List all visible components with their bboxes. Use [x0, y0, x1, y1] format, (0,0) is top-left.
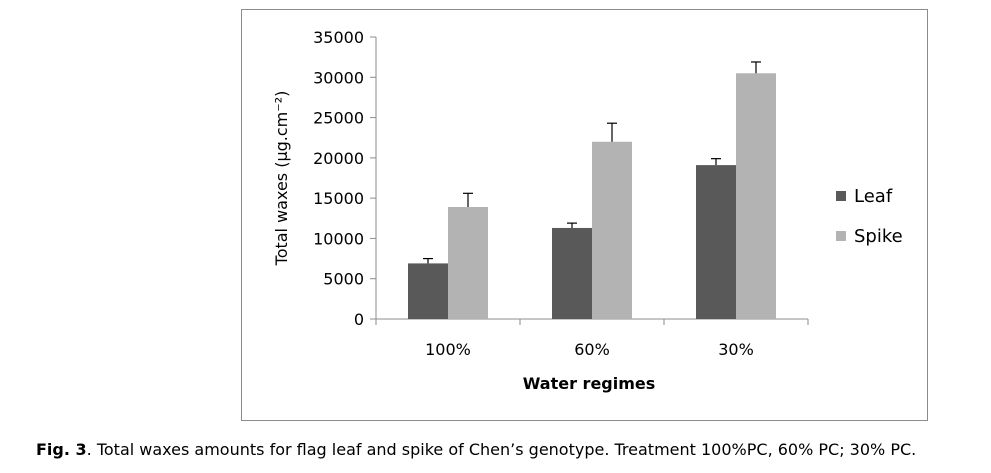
caption-label: Fig. 3 — [36, 440, 87, 459]
x-tick-label: 30% — [718, 340, 754, 359]
figure-caption: Fig. 3. Total waxes amounts for flag lea… — [36, 440, 986, 459]
legend-label-spike: Spike — [854, 226, 903, 247]
bar-spike — [736, 73, 776, 319]
legend-swatch-spike — [836, 231, 846, 241]
legend-swatch-leaf — [836, 191, 846, 201]
bar-spike — [592, 141, 632, 319]
y-tick-label: 30000 — [313, 68, 364, 87]
y-tick-label: 5000 — [323, 270, 364, 289]
plot-area: 0 5000 10000 15000 20000 25000 30000 35000 100% 6… — [272, 28, 903, 393]
x-tick-label: 100% — [425, 340, 471, 359]
y-tick-label: 25000 — [313, 109, 364, 128]
y-tick-label: 20000 — [313, 149, 364, 168]
legend-label-leaf: Leaf — [854, 186, 893, 207]
bar-leaf — [408, 263, 448, 319]
x-tick-label: 60% — [574, 340, 610, 359]
y-axis-title: Total waxes (µg.cm⁻²) — [272, 91, 291, 267]
bar-leaf — [696, 165, 736, 319]
bar-spike — [448, 207, 488, 319]
y-tick-label: 15000 — [313, 189, 364, 208]
chart-svg: 0 5000 10000 15000 20000 25000 30000 35000 100% 6… — [272, 28, 903, 393]
chart-frame: 0 5000 10000 15000 20000 25000 30000 35000 100% 6… — [241, 9, 928, 421]
y-tick-label: 10000 — [313, 229, 364, 248]
x-axis-title: Water regimes — [523, 374, 656, 393]
y-tick-label: 0 — [354, 310, 364, 329]
caption-text: . Total waxes amounts for flag leaf and … — [86, 440, 917, 459]
y-tick-label: 35000 — [313, 28, 364, 47]
bar-leaf — [552, 227, 592, 319]
